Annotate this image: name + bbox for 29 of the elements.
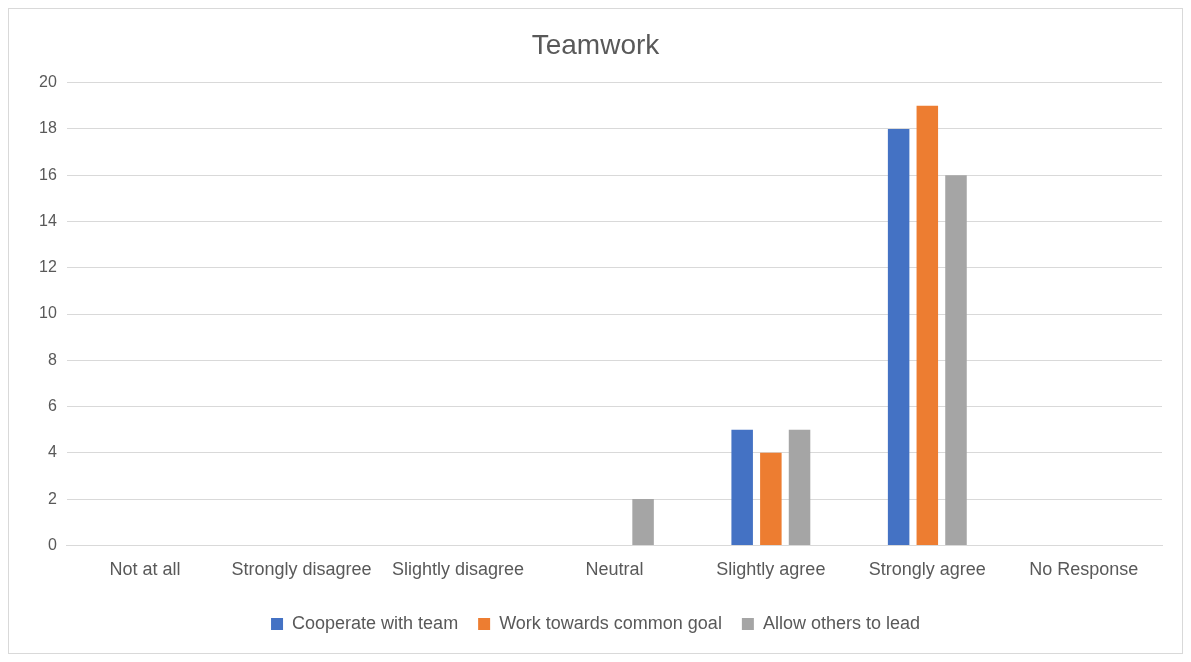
x-tick-label: Slightly agree [716, 559, 826, 580]
y-tick-label: 12 [39, 258, 57, 276]
y-tick-label: 16 [39, 165, 57, 183]
y-tick-label: 0 [47, 535, 57, 553]
y-tick-label: 20 [39, 73, 57, 91]
x-tick-label: Strongly agree [868, 559, 986, 580]
bar [731, 429, 753, 545]
x-tick-label: Strongly disagree [231, 559, 372, 580]
x-tick-label: Not at all [109, 559, 181, 580]
bar [788, 429, 811, 545]
bar [632, 499, 654, 545]
x-tick-label: No Response [1029, 559, 1139, 580]
y-tick-label: 14 [39, 211, 57, 229]
y-tick-label: 6 [47, 396, 57, 414]
legend-label: Work towards common goal [499, 612, 722, 633]
legend-label: Allow others to lead [762, 612, 920, 633]
legend-label: Cooperate with team [292, 612, 459, 633]
chart-title: Teamwork [531, 28, 661, 60]
bar [945, 175, 967, 545]
y-tick-label: 2 [47, 489, 57, 507]
x-tick-label: Neutral [585, 559, 644, 580]
y-tick-label: 8 [47, 350, 57, 368]
bar [887, 128, 910, 545]
bar [760, 452, 782, 545]
bar [916, 105, 939, 545]
y-tick-label: 18 [39, 119, 57, 137]
y-tick-label: 10 [39, 304, 57, 322]
x-tick-label: Slightly disagree [391, 559, 524, 580]
y-tick-label: 4 [47, 443, 57, 461]
